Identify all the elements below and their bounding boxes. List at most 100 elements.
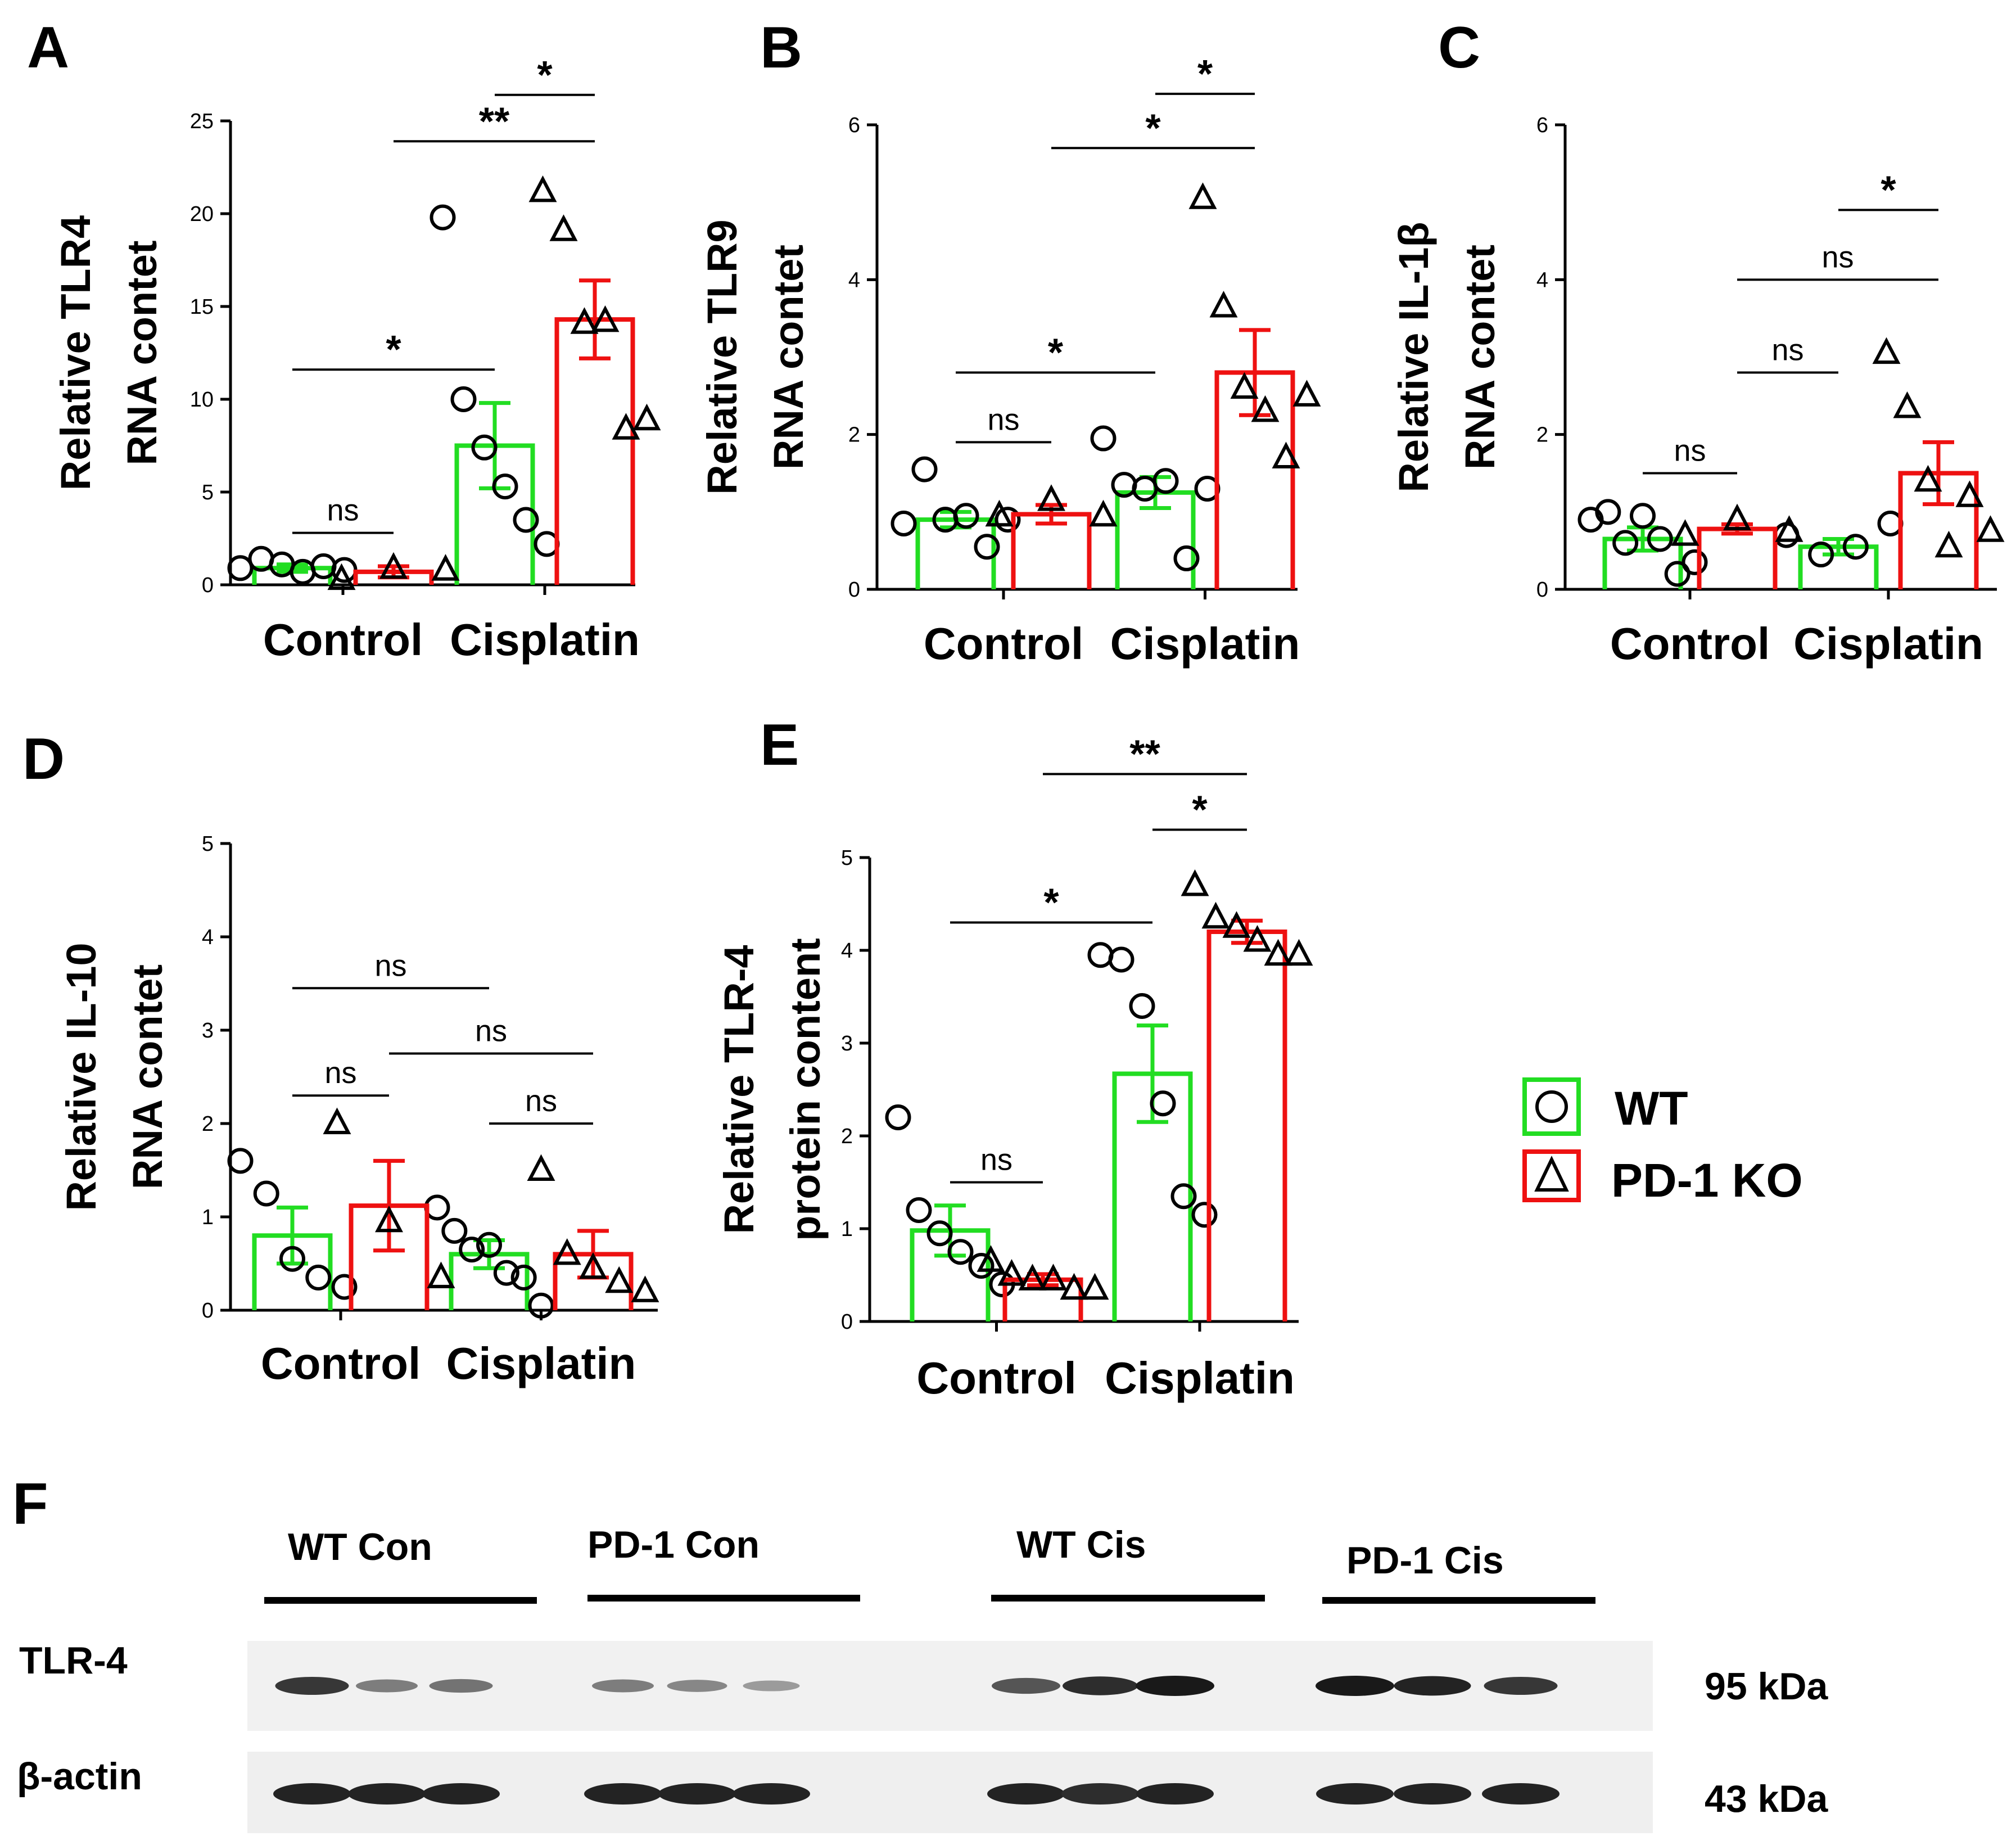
data-point-wt [947, 1239, 974, 1265]
y-tick-label: 5 [202, 832, 214, 856]
data-point-wt [1595, 499, 1621, 525]
data-point-wt [1152, 468, 1179, 494]
data-point-ko [375, 1205, 403, 1233]
y-axis-title-line-2: RNA contet [765, 245, 812, 470]
y-tick-label: 0 [848, 578, 860, 602]
significance-label: * [1197, 52, 1213, 96]
y-tick-label: 1 [841, 1217, 853, 1241]
data-point-wt [968, 1253, 995, 1279]
blot-band-beta-actin [1136, 1783, 1214, 1805]
data-point-wt [1087, 942, 1114, 968]
data-point-ko [985, 499, 1014, 527]
y-axis-title-line-2: protein content [782, 938, 829, 1241]
chart-panel-b: B Relative TLR9 RNA contet 0 2 4 6 Control Cispl… [699, 15, 1321, 669]
data-point-ko [527, 1154, 555, 1181]
legend-wt-label: WT [1615, 1082, 1688, 1135]
significance-label: * [1881, 168, 1896, 211]
data-point-wt [471, 434, 498, 461]
blot-mw-label-43kda: 43 kDa [1705, 1778, 1828, 1820]
data-point-wt [926, 1220, 953, 1247]
data-point-ko [1272, 441, 1300, 468]
x-category-label: Control [261, 1338, 421, 1388]
significance-label: * [1043, 881, 1059, 924]
data-point-wt [906, 1197, 932, 1223]
y-tick-label: 10 [190, 388, 214, 412]
data-point-ko [570, 307, 599, 334]
significance-label: ** [479, 99, 510, 143]
data-point-wt [441, 1217, 468, 1244]
bar-ko-cisplatin [1206, 930, 1287, 1321]
y-axis-title-line-1: Relative IL-1β [1390, 222, 1437, 492]
x-category-label: Control [924, 619, 1083, 669]
significance-label: * [1145, 106, 1161, 150]
data-point-ko [1285, 939, 1313, 966]
x-category-label: Control [916, 1353, 1076, 1403]
significance-label: * [537, 53, 553, 97]
blot-row-label-beta-actin: β-actin [17, 1755, 142, 1798]
data-point-ko [579, 1252, 607, 1279]
blot-group-label-pd1-cis: PD-1 Cis [1346, 1539, 1504, 1582]
data-point-ko [1060, 1273, 1088, 1300]
data-point-wt [995, 507, 1021, 533]
blot-band-tlr4 [592, 1679, 654, 1693]
legend: WT PD-1 KO [1522, 1077, 1803, 1207]
y-axis-title-line-1: Relative TLR-4 [716, 945, 762, 1234]
data-point-ko [1089, 499, 1118, 527]
data-point-ko [1723, 503, 1751, 531]
blot-band-tlr4 [1394, 1676, 1471, 1696]
y-tick-label: 2 [841, 1125, 853, 1148]
western-blot-panel: F WT Con PD-1 Con WT Cis PD-1 Cis TLR-4 … [12, 1472, 1828, 1833]
data-point-ko [1893, 391, 1922, 418]
data-point-ko [1251, 395, 1280, 422]
y-tick-label: 25 [190, 110, 214, 133]
y-tick-label: 4 [848, 268, 860, 292]
y-axis-title-line-1: Relative TLR4 [52, 215, 99, 490]
data-point-wt [1647, 526, 1673, 552]
blot-band-beta-actin [1061, 1783, 1139, 1805]
blot-band-tlr4 [1063, 1676, 1138, 1695]
data-point-wt [450, 386, 477, 412]
y-tick-label: 0 [841, 1310, 853, 1334]
data-point-wt [1612, 530, 1639, 556]
data-point-wt [1191, 1202, 1218, 1228]
significance-label: ns [1771, 333, 1803, 367]
y-tick-label: 6 [1536, 114, 1548, 137]
data-point-ko [1976, 515, 2005, 542]
data-point-ko [553, 1238, 581, 1265]
data-point-ko [1264, 939, 1292, 966]
blot-band-beta-actin [422, 1783, 500, 1805]
data-point-wt [510, 1264, 537, 1291]
y-axis-title-line-2: RNA contet [124, 964, 171, 1189]
panel-letter-f: F [12, 1472, 48, 1537]
legend-ko-label: PD-1 KO [1611, 1154, 1803, 1207]
panel-letter-e: E [760, 712, 799, 778]
x-category-label: Cisplatin [1105, 1353, 1295, 1403]
significance-label: ns [324, 1056, 356, 1090]
y-tick-label: 4 [1536, 268, 1548, 292]
data-point-ko [612, 413, 640, 440]
data-point-ko [1188, 182, 1217, 209]
data-point-ko [997, 1259, 1026, 1286]
y-axis-title-line-1: Relative IL-10 [58, 942, 105, 1211]
blot-band-tlr4 [667, 1680, 727, 1692]
y-tick-label: 2 [1536, 423, 1548, 447]
data-point-wt [1170, 1183, 1197, 1210]
x-category-label: Cisplatin [450, 615, 640, 665]
blot-band-tlr4 [743, 1680, 800, 1691]
legend-wt-circle-marker [1535, 1090, 1568, 1123]
y-tick-label: 3 [202, 1019, 214, 1043]
y-tick-label: 3 [841, 1032, 853, 1055]
y-axis-title-line-1: Relative TLR9 [699, 219, 745, 494]
data-point-wt [911, 456, 938, 482]
bar-ko-control [1011, 512, 1092, 589]
blot-band-beta-actin [348, 1783, 426, 1805]
data-point-ko [632, 403, 661, 431]
data-point-ko [1181, 869, 1209, 896]
data-point-wt [430, 204, 456, 231]
data-point-wt [1129, 993, 1155, 1019]
bar-wt-control [915, 517, 996, 589]
blot-band-tlr4 [1484, 1676, 1558, 1695]
panel-letter-d: D [22, 727, 65, 792]
blot-band-tlr4 [1316, 1676, 1394, 1696]
